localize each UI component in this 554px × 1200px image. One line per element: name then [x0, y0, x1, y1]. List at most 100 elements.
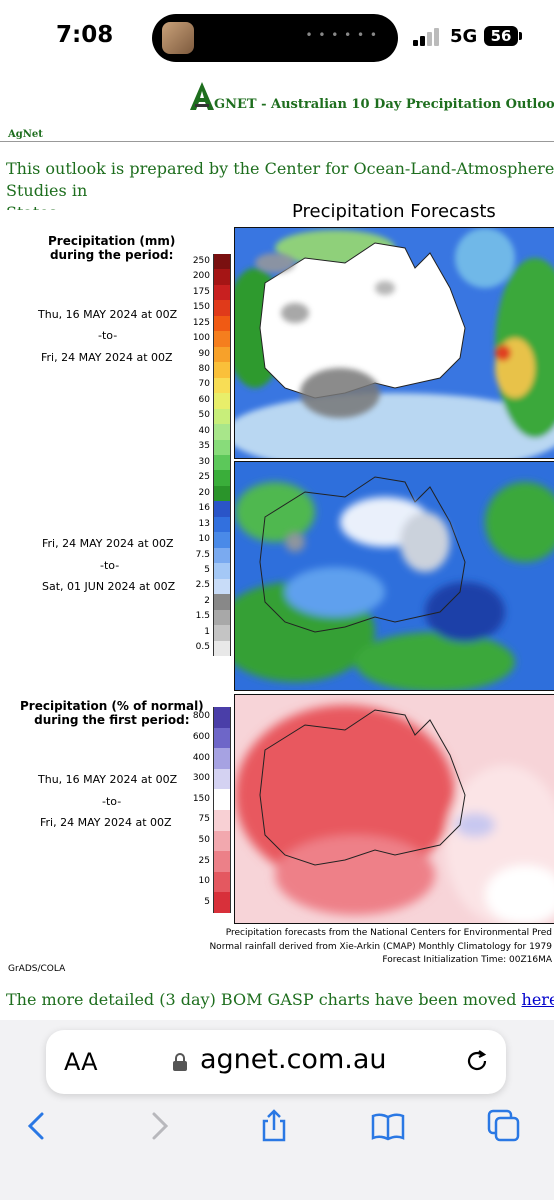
- network-type: 5G: [450, 26, 478, 47]
- footnote-normal: Normal rainfall derived from Xie-Arkin (…: [209, 942, 552, 952]
- mm-scale-tick-label: 175: [192, 286, 210, 297]
- mm-scale-swatch: [213, 424, 231, 440]
- reload-icon[interactable]: [462, 1046, 492, 1076]
- mm-scale-tick-label: 10: [198, 534, 210, 545]
- mm-scale-tick-label: 16: [198, 503, 210, 514]
- pct-scale-swatch: [213, 768, 231, 790]
- battery-icon: 56: [484, 26, 522, 46]
- mm-scale-tick-label: 50: [198, 410, 210, 421]
- pct-scale-swatch: [213, 707, 231, 728]
- mm-scale-tick-label: 150: [192, 302, 210, 313]
- bookmarks-icon[interactable]: [370, 1108, 406, 1144]
- pct-scale-tick-label: 75: [198, 814, 210, 825]
- panel1-end: Fri, 24 MAY 2024 at 00Z: [41, 351, 173, 364]
- grads-credit: GrADS/COLA: [8, 964, 66, 974]
- pct-color-scale: [213, 707, 231, 913]
- mm-scale-swatch: [213, 254, 231, 270]
- share-icon[interactable]: [256, 1108, 292, 1144]
- divider: [0, 141, 554, 142]
- mm-scale-swatch: [213, 547, 231, 564]
- panel3-heading-line2: during the first period:: [34, 713, 190, 727]
- url-text[interactable]: agnet.com.au: [200, 1044, 387, 1075]
- mm-scale-swatch: [213, 284, 231, 301]
- mm-scale-tick-label: 7.5: [195, 549, 210, 560]
- tabs-icon[interactable]: [486, 1108, 522, 1144]
- here-link[interactable]: here: [521, 990, 554, 1009]
- pct-scale-tick-label: 300: [192, 773, 210, 784]
- status-time: 7:08: [56, 22, 114, 48]
- pct-scale-tick-label: 10: [198, 876, 210, 887]
- footnote-source: Precipitation forecasts from the Nationa…: [225, 928, 552, 938]
- text-size-button[interactable]: AA: [64, 1048, 98, 1076]
- mm-scale-swatch: [213, 346, 231, 363]
- mm-scale-swatch: [213, 578, 231, 595]
- lock-icon: [173, 1053, 187, 1071]
- mm-scale-swatch: [213, 563, 231, 579]
- mm-scale-tick-label: 25: [198, 472, 210, 483]
- pct-scale-swatch: [213, 871, 231, 893]
- mm-scale-tick-label: 13: [198, 518, 210, 529]
- mm-scale-ticks: 250 200 175 150 125 100 90 80 70 60 50 40 35 30 25 20 16…: [160, 254, 210, 656]
- pct-scale-swatch: [213, 810, 231, 831]
- panel1-heading-line2: during the period:: [49, 248, 174, 262]
- mm-color-scale: [213, 254, 231, 656]
- forward-icon[interactable]: [140, 1108, 176, 1144]
- pct-scale-swatch: [213, 789, 231, 810]
- mm-scale-swatch: [213, 594, 231, 610]
- intro-text: This outlook is prepared by the Center f…: [6, 158, 554, 210]
- pct-scale-tick-label: 400: [192, 752, 210, 763]
- mm-scale-swatch: [213, 455, 231, 471]
- mm-scale-tick-label: 250: [192, 255, 210, 266]
- mm-scale-tick-label: 40: [198, 425, 210, 436]
- mm-scale-swatch: [213, 362, 231, 378]
- back-icon[interactable]: [20, 1108, 56, 1144]
- figure-title: Precipitation Forecasts: [292, 201, 496, 222]
- now-playing-thumbnail[interactable]: [162, 22, 194, 54]
- mm-scale-swatch: [213, 470, 231, 486]
- percent-normal-map: [234, 694, 554, 924]
- address-bar[interactable]: AA agnet.com.au: [46, 1030, 506, 1094]
- mm-scale-swatch: [213, 485, 231, 502]
- mm-scale-swatch: [213, 315, 231, 332]
- panel1-heading: Precipitation (mm) during the period:: [48, 234, 175, 262]
- mm-scale-swatch: [213, 439, 231, 455]
- mm-scale-swatch: [213, 300, 231, 316]
- mm-scale-tick-label: 90: [198, 348, 210, 359]
- mm-scale-tick-label: 30: [198, 456, 210, 467]
- panel1-start: Thu, 16 MAY 2024 at 00Z: [38, 308, 178, 321]
- mm-scale-tick-label: 200: [192, 271, 210, 282]
- pct-scale-swatch: [213, 748, 231, 769]
- page-title: GNET - Australian 10 Day Precipitation O…: [214, 97, 554, 112]
- dynamic-island[interactable]: • • • • • •: [152, 14, 398, 62]
- mm-scale-tick-label: 80: [198, 363, 210, 374]
- status-bar: 7:08 • • • • • • 5G 56: [0, 0, 554, 70]
- mm-scale-swatch: [213, 393, 231, 409]
- pct-scale-swatch: [213, 727, 231, 749]
- mm-scale-swatch: [213, 377, 231, 394]
- mm-scale-tick-label: 0.5: [195, 642, 210, 653]
- bom-gasp-note: The more detailed (3 day) BOM GASP chart…: [6, 990, 554, 1009]
- pct-scale-tick-label: 50: [198, 834, 210, 845]
- forecast-map-period1: [234, 227, 554, 459]
- panel3-heading: Precipitation (% of normal) during the f…: [20, 699, 204, 727]
- mm-scale-tick-label: 60: [198, 394, 210, 405]
- mm-scale-swatch: [213, 331, 231, 347]
- mm-scale-tick-label: 70: [198, 379, 210, 390]
- panel3-heading-line1: Precipitation (% of normal): [20, 699, 204, 713]
- pct-scale-tick-label: 800: [192, 711, 210, 722]
- signal-icon: [413, 26, 441, 46]
- intro-line-2: States.: [6, 202, 554, 210]
- panel1-heading-line1: Precipitation (mm): [48, 234, 176, 248]
- pct-scale-swatch: [213, 851, 231, 872]
- mm-scale-swatch: [213, 269, 231, 285]
- mm-scale-tick-label: 125: [192, 317, 210, 328]
- intro-line-1: This outlook is prepared by the Center f…: [6, 159, 554, 200]
- agnet-logo-icon: [190, 82, 214, 110]
- pct-scale-ticks: 800 600 400 300 150 75 50 25 10 5: [160, 707, 210, 913]
- mm-scale-swatch: [213, 640, 231, 656]
- agnet-home-link[interactable]: AgNet: [8, 129, 43, 140]
- island-dots-icon: • • • • • •: [305, 28, 378, 42]
- mm-scale-swatch: [213, 609, 231, 626]
- mm-scale-tick-label: 35: [198, 441, 210, 452]
- mm-scale-tick-label: 5: [204, 564, 210, 575]
